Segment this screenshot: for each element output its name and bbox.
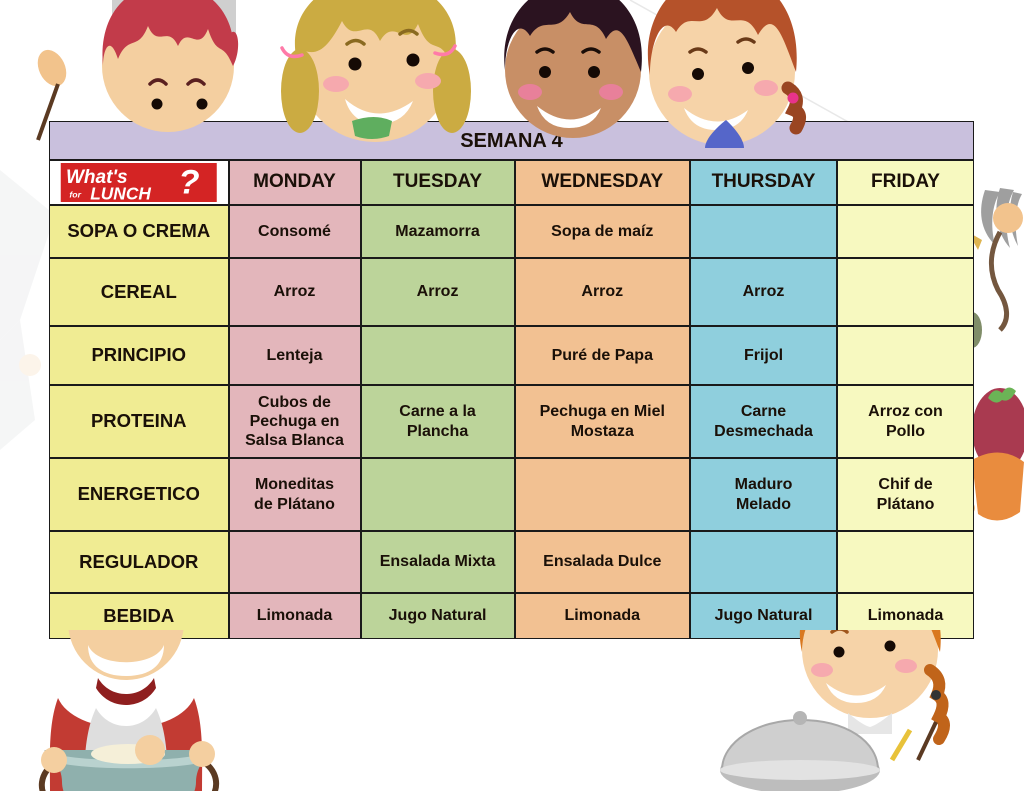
- svg-text:?: ?: [178, 163, 199, 201]
- svg-text:for: for: [69, 190, 81, 200]
- svg-text:LUNCH: LUNCH: [90, 183, 151, 202]
